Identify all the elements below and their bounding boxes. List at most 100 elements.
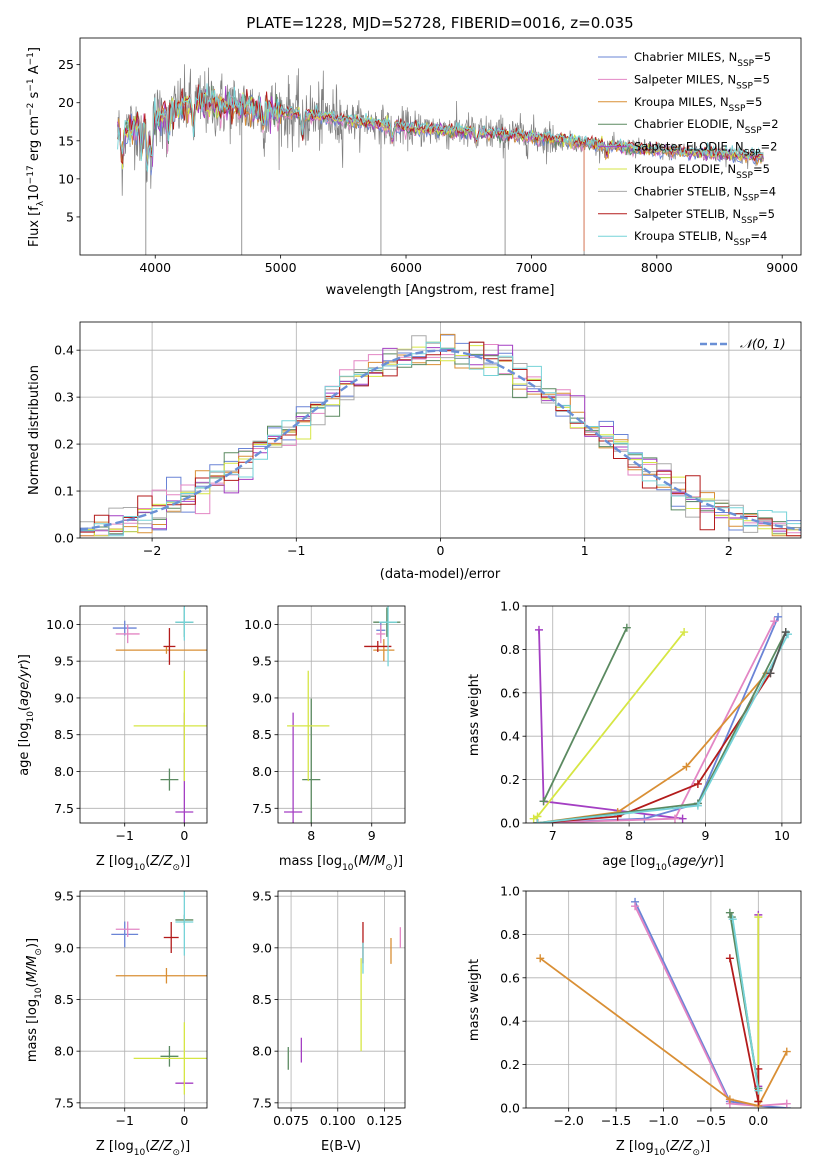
plot-area [526,606,801,823]
series-line [533,628,790,823]
series-marker [693,801,702,810]
series-marker [536,954,545,963]
model-spectrum [117,83,764,172]
y-tick-label: 9.5 [252,654,272,669]
x-axis-label: Z [log10(Z/Z⊙)] [96,854,190,873]
x-tick-label: 10 [774,828,790,843]
x-tick-label: −1 [115,1113,133,1128]
legend-entry: Chabrier STELIB, NSSP=4 [634,184,776,203]
y-tick-label: 0.4 [500,729,520,744]
chart-5: −1 0 7.5 8.0 8.5 9.0 9.5 Z [log10(Z/Z⊙)] mass [l… [25,889,208,1158]
series-marker [631,902,640,911]
x-axis-label: Z [log10(Z/Z⊙)] [616,1139,710,1158]
x-tick-label: 8 [307,828,315,843]
chart-6: 0.075 0.100 0.125 7.5 8.0 8.5 9.0 9.5 E(B-V) [252,889,406,1154]
legend-entry: Chabrier MILES, NSSP=5 [634,50,771,69]
series-path [539,957,788,1107]
series-path [634,901,787,1108]
series-path [634,905,787,1107]
axes-frame [79,37,802,256]
y-tick-label: 0.2 [500,772,520,787]
x-tick-label: −1 [115,828,133,843]
series-marker [774,612,783,621]
y-tick-label: 9.5 [54,889,74,904]
histogram-series [80,341,801,538]
errorbar-point [175,606,194,641]
x-axis-label: age [log10(age/yr)] [602,854,724,873]
series-marker [640,814,649,823]
series-marker [728,915,737,924]
y-tick-label: 20 [58,95,74,110]
y-tick-label: 0.4 [54,343,74,358]
errorbar-point [373,639,395,662]
x-tick-label: 9 [702,828,710,843]
errorbar-point [287,670,330,782]
series-marker [754,1086,763,1095]
x-tick-label: −0.5 [696,1113,726,1128]
series-line [728,915,763,1095]
y-tick-label: 0.1 [54,484,74,499]
y-tick-label: 9.0 [54,690,74,705]
x-tick-label: −1.5 [601,1113,631,1128]
errorbar-point [175,891,194,956]
y-tick-label: 9.5 [252,889,272,904]
series-marker [725,1095,734,1104]
chart-1: −2 −1 0 1 2 0.0 0.1 0.2 0.3 0.4 𝒩(0, 1) (data-model… [27,321,802,582]
chart-2: −1 0 7.5 8.0 8.5 9.0 9.5 10.0 Z [log10(Z/Z⊙)] age… [17,605,208,873]
y-axis-label: age [log10(age/yr)] [17,654,36,776]
series-line [539,623,631,806]
chart-title: PLATE=1228, MJD=52728, FIBERID=0016, z=0… [246,14,633,32]
series-marker [782,1047,791,1056]
series-path [731,919,760,1091]
x-axis-label: (data-model)/error [380,567,501,582]
y-tick-label: 8.0 [54,764,74,779]
x-tick-label: 7000 [516,260,548,275]
x-tick-label: 6000 [390,260,422,275]
y-tick-label: 9.0 [252,690,272,705]
series-line [725,954,763,1106]
legend-entry: Salpeter ELODIE, NSSP=2 [634,140,777,159]
y-tick-label: 7.5 [252,1095,272,1110]
legend-entry: Kroupa ELODIE, NSSP=5 [634,162,770,181]
errorbar-point [160,1046,179,1067]
series-marker [766,669,775,678]
y-tick-label: 1.0 [500,884,520,899]
y-tick-label: 8.5 [54,992,74,1007]
x-tick-label: 8000 [641,260,673,275]
series-line [536,954,791,1108]
y-tick-label: 7.5 [54,1095,74,1110]
errorbar-point [163,628,176,665]
plot-area [80,606,207,823]
y-tick-label: 8.0 [54,1044,74,1059]
y-tick-label: 8.0 [252,764,272,779]
y-axis-label: mass weight [467,959,482,1041]
x-tick-label: 9 [368,828,376,843]
series-line [766,628,790,678]
x-tick-label: −1.0 [648,1113,678,1128]
y-tick-label: 7.5 [54,801,74,816]
series-marker [770,617,779,626]
series-path [533,631,685,820]
y-tick-label: 5 [66,209,74,224]
y-tick-label: 10.0 [46,617,74,632]
errorbar-point [111,921,139,948]
series-path [729,958,760,1102]
y-tick-label: 10.0 [244,617,272,632]
x-tick-label: 4000 [139,260,171,275]
y-tick-label: 8.0 [252,1044,272,1059]
x-tick-label: 8 [625,828,633,843]
errorbar-point [133,1022,207,1095]
errorbar-point [112,620,137,636]
plot-area [278,606,405,823]
series-path [769,631,787,674]
series-marker [670,814,679,823]
series-path [537,672,768,823]
y-tick-label: 9.0 [54,940,74,955]
series-marker [725,908,734,917]
y-tick-label: 0.0 [500,1101,520,1116]
y-tick-label: 8.5 [252,727,272,742]
series-marker [678,814,687,823]
x-tick-label: 0.100 [320,1113,356,1128]
x-tick-label: 7 [549,828,557,843]
